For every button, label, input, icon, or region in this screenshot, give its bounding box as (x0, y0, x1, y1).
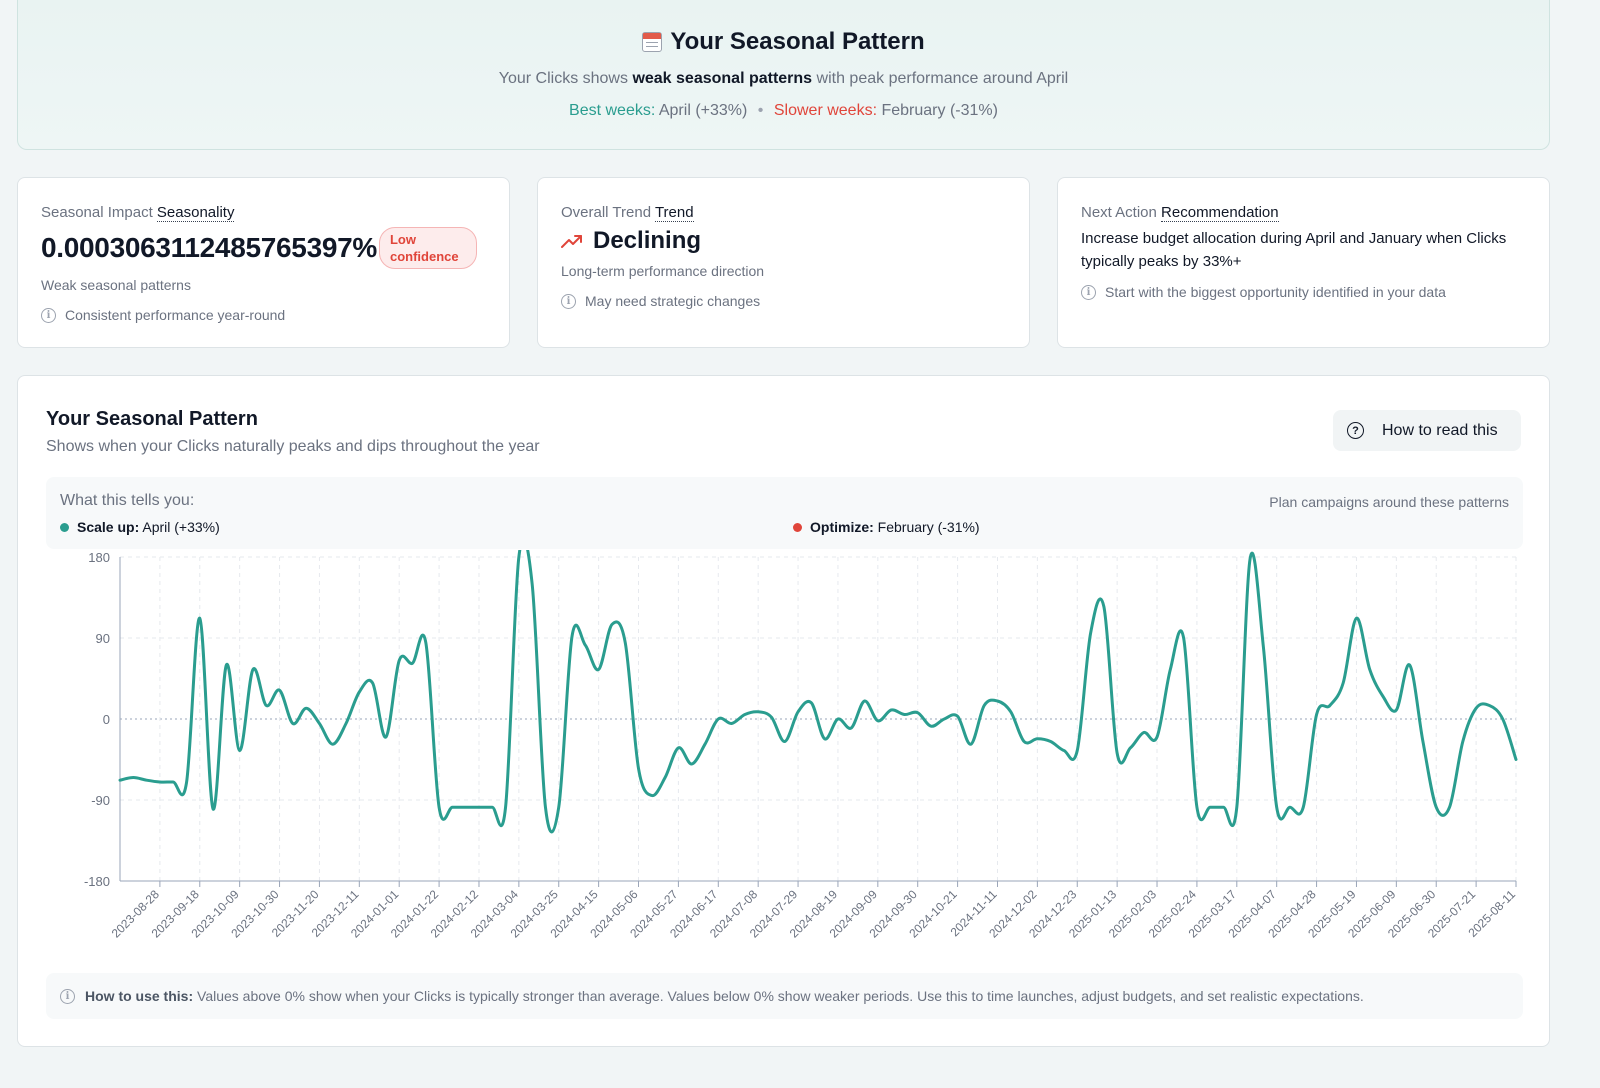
calendar-icon (642, 32, 663, 52)
series-line (118, 550, 1518, 834)
seasonal-line-chart: 180 90 0 -90 -180 2023-08-282023-09-182023-1… (84, 550, 1518, 941)
seasonality-sub: Weak seasonal patterns (41, 277, 191, 293)
trend-row: Declining (561, 227, 1006, 255)
panel-subtitle: Shows when your Clicks naturally peaks a… (46, 438, 540, 455)
info-icon: i (60, 988, 75, 1004)
insights-heading: What this tells you: (60, 492, 195, 509)
seasonality-card-label: Seasonal Impact Seasonality (41, 204, 486, 222)
hero-subtitle: Your Clicks shows weak seasonal patterns… (18, 70, 1549, 88)
seasonality-label-text: Seasonal Impact (41, 204, 153, 221)
trend-arrow-icon (561, 235, 582, 248)
weeks-separator: • (757, 102, 764, 119)
scale-up-legend: Scale up: April (+33%) (60, 519, 220, 535)
recommendation-link[interactable]: Recommendation (1161, 204, 1279, 222)
hero-weeks: Best weeks: April (+33%) • Slower weeks:… (18, 102, 1549, 120)
seasonality-link[interactable]: Seasonality (156, 204, 235, 222)
recommendation-note-text: Start with the biggest opportunity ident… (1105, 284, 1446, 300)
hero-title-text: Your Seasonal Pattern (670, 28, 925, 55)
trend-note-text: May need strategic changes (585, 293, 761, 309)
y-tick-label: 180 (88, 550, 110, 565)
trend-value: Declining (593, 227, 702, 254)
seasonality-metric-row: 0.0003063112485765397% Low confidence (41, 227, 486, 269)
seasonality-note-text: Consistent performance year-round (65, 307, 286, 323)
hero-subtitle-pre: Your Clicks shows (498, 70, 628, 87)
recommendation-card-label: Next Action Recommendation (1081, 204, 1526, 222)
recommendation-note: i Start with the biggest opportunity ide… (1081, 284, 1526, 300)
optimize-legend: Optimize: February (-31%) (793, 519, 980, 535)
panel-title: Your Seasonal Pattern (46, 408, 258, 430)
confidence-badge: Low confidence (378, 227, 477, 269)
info-icon: i (1081, 284, 1096, 300)
trend-note: i May need strategic changes (561, 293, 1006, 309)
how-to-read-button[interactable]: ? How to read this (1333, 410, 1521, 451)
help-circle-icon: ? (1347, 422, 1364, 439)
how-to-use-text: Values above 0% show when your Clicks is… (197, 988, 1364, 1004)
hero-subtitle-bold: weak seasonal patterns (632, 70, 813, 87)
slower-weeks-label: Slower weeks: (773, 102, 878, 119)
trend-sub: Long-term performance direction (561, 263, 765, 279)
seasonality-value: 0.0003063112485765397% (41, 232, 377, 263)
trend-card: Overall Trend Trend Declining Long-term … (537, 177, 1030, 348)
optimize-value: February (-31%) (877, 519, 980, 535)
trend-label-text: Overall Trend (561, 204, 652, 221)
seasonality-note: i Consistent performance year-round (41, 307, 486, 323)
y-tick-label: 0 (103, 712, 110, 727)
x-axis: 2023-08-282023-09-182023-10-092023-10-30… (109, 880, 1518, 941)
seasonal-chart-panel: Your Seasonal Pattern Shows when your Cl… (17, 375, 1550, 1047)
insights-hint: Plan campaigns around these patterns (1269, 494, 1509, 510)
optimize-dot (793, 522, 802, 532)
slower-weeks-value: February (-31%) (881, 102, 998, 119)
trend-link[interactable]: Trend (654, 204, 694, 222)
seasonal-header: Your Seasonal Pattern Your Clicks shows … (17, 0, 1550, 150)
info-icon: i (41, 307, 56, 323)
seasonality-card: Seasonal Impact Seasonality 0.0003063112… (17, 177, 510, 348)
chart-grid (120, 556, 1517, 881)
best-weeks-value: April (+33%) (658, 102, 748, 119)
best-weeks-label: Best weeks: (569, 102, 656, 119)
info-icon: i (561, 293, 576, 309)
optimize-label: Optimize: (810, 519, 874, 535)
y-axis: 180 90 0 -90 -180 (84, 550, 121, 889)
recommendation-card: Next Action Recommendation Increase budg… (1057, 177, 1550, 348)
trend-card-label: Overall Trend Trend (561, 204, 1006, 222)
how-to-use-label: How to use this: (85, 988, 194, 1004)
recommendation-text: Increase budget allocation during April … (1081, 230, 1507, 270)
how-to-use-note: i How to use this: Values above 0% show … (46, 973, 1523, 1019)
scale-up-dot (60, 522, 69, 532)
y-tick-label: 90 (96, 631, 110, 646)
insights-box: What this tells you: Plan campaigns arou… (46, 477, 1523, 549)
scale-up-label: Scale up: (77, 519, 140, 535)
recommendation-label-text: Next Action (1081, 204, 1157, 221)
y-tick-label: -180 (84, 874, 110, 889)
y-tick-label: -90 (91, 793, 110, 808)
scale-up-value: April (+33%) (142, 519, 220, 535)
hero-title: Your Seasonal Pattern (18, 28, 1549, 56)
how-to-read-label: How to read this (1382, 421, 1498, 439)
hero-subtitle-post: with peak performance around April (816, 70, 1069, 87)
